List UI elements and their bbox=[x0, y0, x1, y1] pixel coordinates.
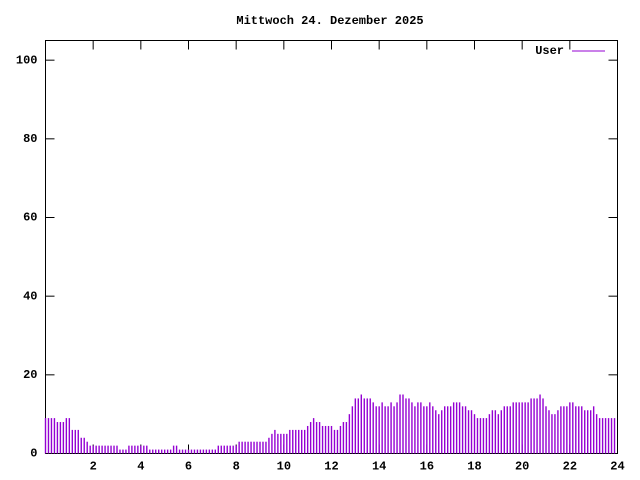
x-tick-label: 18 bbox=[467, 460, 481, 474]
x-tick-label: 22 bbox=[563, 460, 577, 474]
y-tick-label: 20 bbox=[23, 368, 37, 382]
y-tick-label: 80 bbox=[23, 132, 37, 146]
x-tick-label: 12 bbox=[324, 460, 338, 474]
y-tick-label: 40 bbox=[23, 289, 37, 303]
legend-label: User bbox=[535, 44, 564, 58]
x-tick-label: 2 bbox=[90, 460, 97, 474]
y-tick-label: 0 bbox=[30, 447, 37, 461]
plot-frame bbox=[45, 40, 618, 454]
x-tick-label: 24 bbox=[610, 460, 624, 474]
x-tick-label: 16 bbox=[420, 460, 434, 474]
x-tick-label: 8 bbox=[233, 460, 240, 474]
chart-title: Mittwoch 24. Dezember 2025 bbox=[236, 14, 423, 28]
x-tick-label: 20 bbox=[515, 460, 529, 474]
x-tick-label: 4 bbox=[137, 460, 144, 474]
y-tick-label: 100 bbox=[16, 53, 38, 67]
y-tick-label: 60 bbox=[23, 211, 37, 225]
x-tick-label: 6 bbox=[185, 460, 192, 474]
x-tick-label: 14 bbox=[372, 460, 386, 474]
x-tick-label: 10 bbox=[277, 460, 291, 474]
